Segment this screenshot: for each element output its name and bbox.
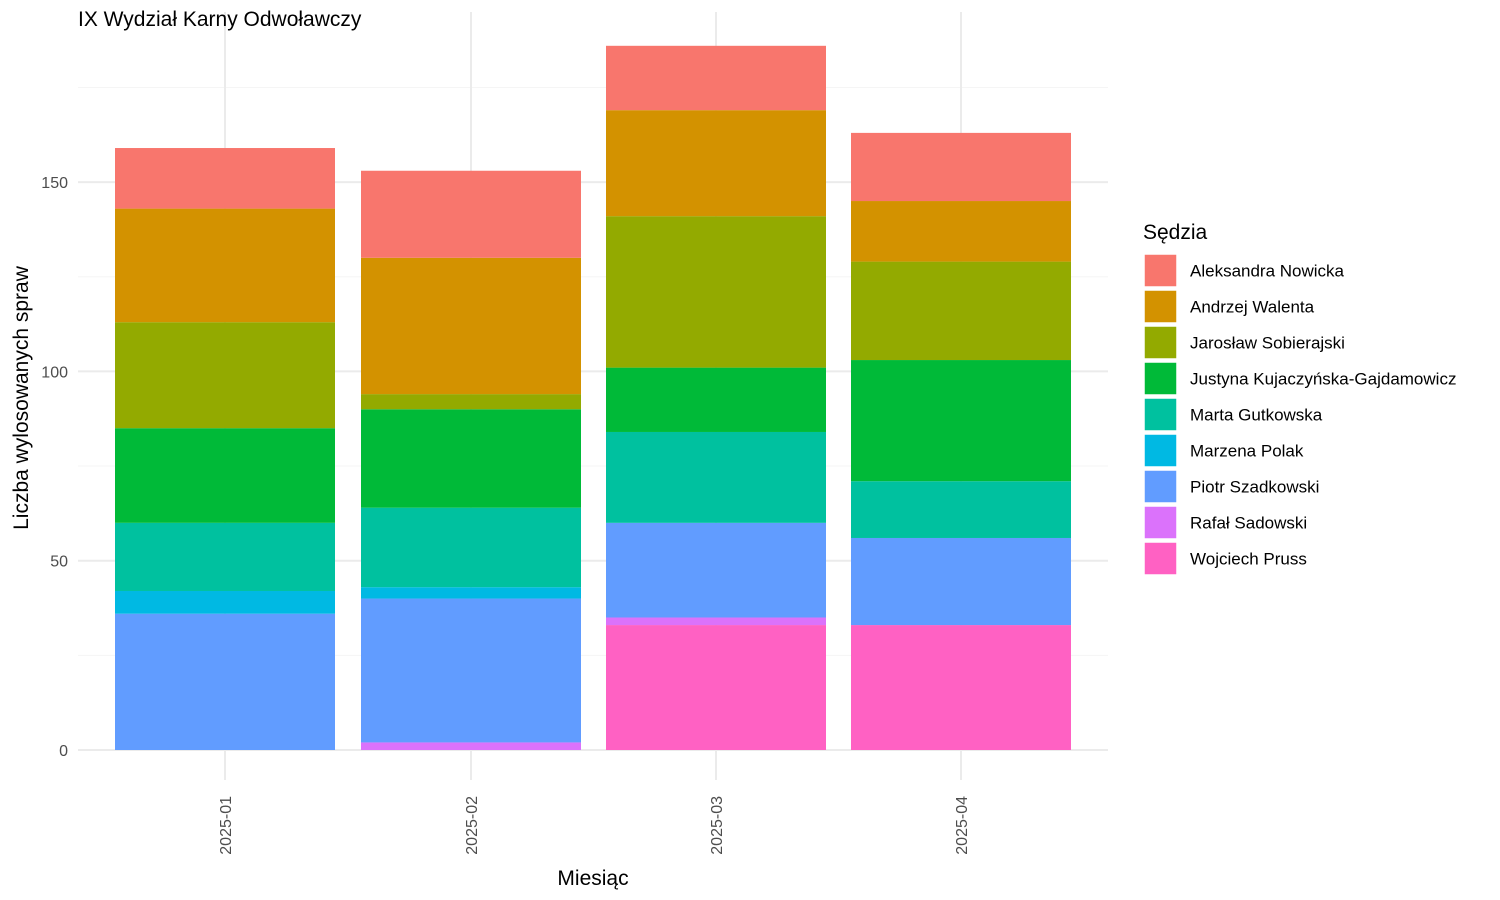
bar-segment [115,428,335,523]
x-tick-label: 2025-02 [464,796,481,855]
bar-segment [851,132,1071,202]
bar-segment [361,170,581,258]
bars [115,45,1071,750]
y-tick-label: 0 [59,743,68,760]
bar-segment [361,257,581,395]
bar-segment [361,587,581,599]
bar-segment [361,742,581,750]
x-axis-ticks: 2025-01 2025-02 2025-03 2025-04 [218,796,971,855]
bar-segment [606,431,826,523]
legend-key [1143,505,1178,540]
legend: Sędzia Aleksandra Nowicka Andrzej Walenta… [1143,221,1456,576]
legend-key [1143,289,1178,324]
y-tick-label: 100 [41,364,68,381]
legend-key [1143,433,1178,468]
legend-key [1143,397,1178,432]
bar-segment [361,598,581,743]
bar-segment [361,394,581,410]
x-axis-title: Miesiąc [557,867,628,890]
legend-label: Justyna Kujaczyńska-Gajdamowicz [1190,370,1456,389]
y-axis-title: Liczba wylosowanych spraw [10,265,33,530]
bar-segment [361,507,581,588]
legend-title: Sędzia [1143,221,1208,244]
legend-label: Aleksandra Nowicka [1190,262,1345,281]
bar-segment [361,409,581,508]
bar-segment [851,625,1071,750]
x-tick-label: 2025-04 [954,796,971,855]
legend-key [1143,541,1178,576]
y-axis-ticks: 0 50 100 150 [41,175,68,760]
bar-segment [606,110,826,217]
legend-key [1143,325,1178,360]
bar-segment [115,590,335,614]
legend-label: Piotr Szadkowski [1190,478,1319,497]
y-tick-label: 150 [41,175,68,192]
legend-label: Marta Gutkowska [1190,406,1323,425]
x-tick-label: 2025-01 [218,796,235,855]
legend-label: Wojciech Pruss [1190,550,1307,569]
bar-segment [606,522,826,618]
chart-title: IX Wydział Karny Odwoławczy [78,8,362,31]
legend-label: Andrzej Walenta [1190,298,1315,317]
bar-segment [115,322,335,429]
legend-key [1143,469,1178,504]
bar-segment [115,208,335,323]
bar-segment [115,522,335,591]
bar-segment [606,367,826,432]
bar-segment [851,201,1071,262]
legend-key [1143,361,1178,396]
bar-segment [606,45,826,111]
x-tick-label: 2025-03 [709,796,726,855]
bar-segment [851,261,1071,361]
legend-label: Jarosław Sobierajski [1190,334,1345,353]
bar-segment [606,625,826,750]
legend-key [1143,253,1178,288]
y-tick-label: 50 [50,554,68,571]
bar-segment [115,148,335,209]
legend-label: Rafał Sadowski [1190,514,1307,533]
bar-segment [851,481,1071,538]
bar-segment [606,617,826,626]
bar-segment [851,537,1071,626]
bar-segment [115,613,335,750]
bar-segment [851,360,1071,482]
bar-segment [606,216,826,368]
legend-label: Marzena Polak [1190,442,1304,461]
